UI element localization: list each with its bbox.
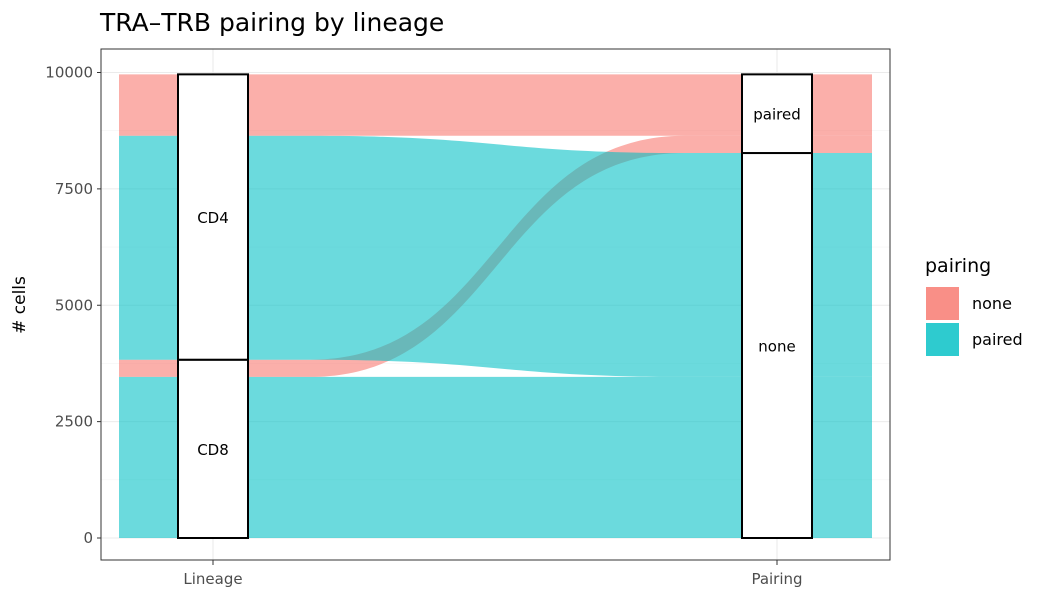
legend-title: pairing: [925, 255, 991, 277]
strata: CD8 CD4 none paired: [177, 73, 813, 539]
x-tick-label-lineage: Lineage: [183, 570, 242, 588]
legend: pairing none paired: [925, 255, 1023, 356]
stratum-box-lineage-cd4: [177, 73, 249, 361]
stratum-box-lineage-cd8: [177, 358, 249, 539]
y-tick-label: 5000: [55, 296, 93, 314]
stratum-box-pairing-paired: [741, 73, 813, 155]
stratum-box-pairing-none: [741, 152, 813, 539]
legend-swatch-none: [926, 287, 959, 320]
stratum-label-lineage-cd8: CD8: [197, 441, 229, 459]
flow-cd8-none-paired: [119, 376, 872, 538]
flows: [119, 74, 872, 538]
flow-cd4-none-paired: [119, 135, 872, 377]
stratum-label-lineage-cd4: CD4: [197, 209, 229, 227]
y-tick-label: 7500: [55, 180, 93, 198]
x-tick-label-pairing: Pairing: [751, 570, 802, 588]
legend-label-paired: paired: [972, 330, 1023, 349]
y-tick-label: 0: [83, 529, 93, 547]
flow-cd4-paired-none: [119, 74, 872, 136]
plot-border: [100, 48, 891, 561]
stratum-label-pairing-none: none: [758, 338, 795, 356]
y-tick-label: 2500: [55, 413, 93, 431]
legend-label-none: none: [972, 294, 1012, 313]
y-axis-title: # cells: [10, 276, 30, 334]
y-tick-label: 10000: [45, 64, 93, 82]
legend-swatch-paired: [926, 323, 959, 356]
chart-title: TRA–TRB pairing by lineage: [99, 8, 444, 37]
axes: 0 2500 5000 7500 10000 Lineage Pairing: [45, 64, 802, 589]
stratum-label-pairing-paired: paired: [753, 106, 800, 124]
